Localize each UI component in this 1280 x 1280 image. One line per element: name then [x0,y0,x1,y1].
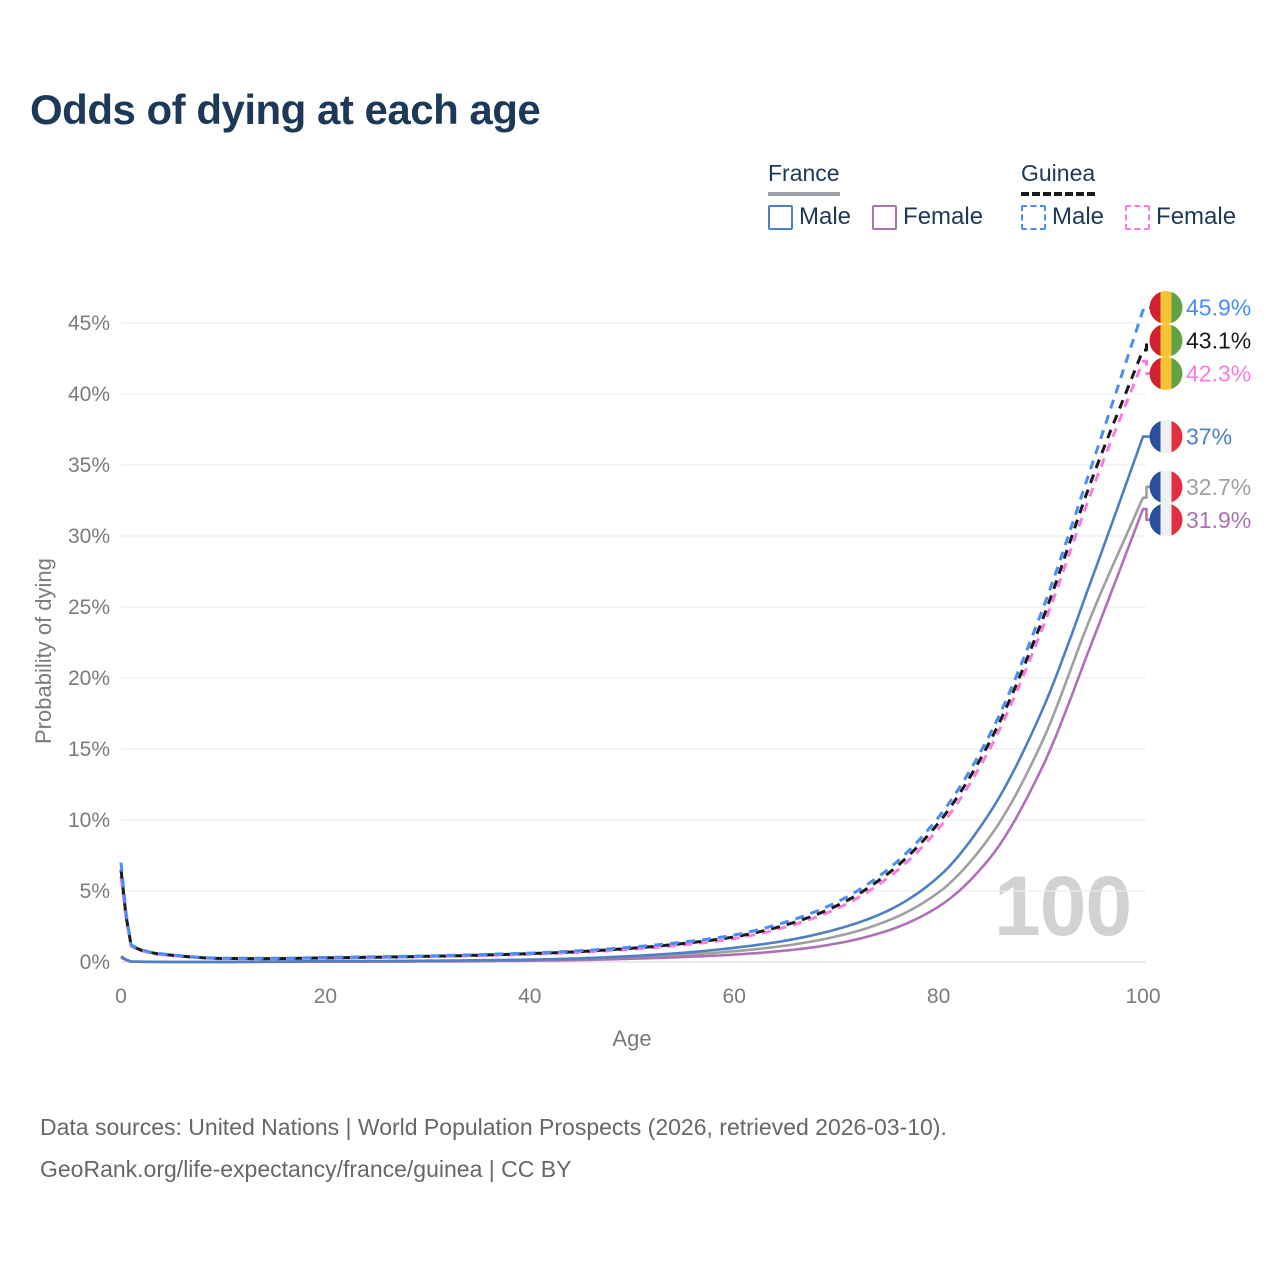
page-title: Odds of dying at each age [30,86,541,133]
x-tick-label: 100 [1125,985,1160,1008]
guinea-male-swatch-icon [1021,204,1046,230]
x-axis-title: Age [612,1026,652,1051]
legend-item-guinea-male[interactable]: Male [1021,203,1104,231]
guinea-female-swatch-icon [1125,204,1151,230]
flag-france-icon [1149,420,1183,454]
france-male-swatch-icon [768,204,793,230]
legend-group-guinea: Guinea Male Female [1021,160,1236,231]
end-value-label: 31.9% [1186,507,1251,533]
series-line-guinea-male [119,306,1150,960]
legend-item-guinea-female[interactable]: Female [1125,203,1236,231]
end-value-label: 37% [1186,424,1232,450]
attribution-line: GeoRank.org/life-expectancy/france/guine… [40,1156,572,1182]
legend-group-france: France Male Female [768,160,983,231]
flag-france-icon [1149,503,1183,537]
legend-item-label: Female [1156,203,1237,230]
y-tick-label: 25% [68,596,110,619]
legend-item-label: Female [903,203,984,230]
series-line-france-female [120,507,1150,964]
y-tick-label: 40% [68,383,110,406]
france-female-swatch-icon [872,204,898,230]
legend-item-label: Male [799,203,852,230]
y-tick-label: 0% [80,951,110,974]
flag-france-icon [1149,470,1183,504]
flag-guinea-icon [1149,291,1183,325]
end-value-label: 42.3% [1186,361,1251,387]
y-tick-label: 35% [68,454,110,477]
legend-item-france-male[interactable]: Male [768,203,851,231]
legend-group-title-guinea: Guinea [1021,160,1096,196]
legend-item-label: Male [1052,203,1105,230]
y-tick-label: 45% [68,312,110,335]
legend-group-title-france: France [768,160,840,196]
series-line-france-male [120,435,1150,964]
legend-item-france-female[interactable]: Female [872,203,983,231]
y-tick-label: 10% [68,809,110,832]
data-sources-line: Data sources: United Nations | World Pop… [40,1114,947,1140]
x-tick-label: 60 [723,985,746,1008]
footer: Data sources: United Nations | World Pop… [40,1106,947,1190]
x-tick-label: 20 [314,985,337,1008]
x-tick-label: 0 [115,985,127,1008]
end-value-label: 32.7% [1186,474,1251,500]
end-value-label: 43.1% [1186,328,1251,354]
y-tick-label: 30% [68,525,110,548]
x-tick-label: 80 [927,985,950,1008]
y-tick-label: 20% [68,667,110,690]
flag-guinea-icon [1149,357,1183,391]
flag-guinea-icon [1149,324,1183,358]
y-tick-label: 5% [80,880,110,903]
end-value-label: 45.9% [1186,295,1251,321]
y-tick-label: 15% [68,738,110,761]
series-line-guinea-female [119,359,1150,961]
series-line-guinea-both [119,339,1150,961]
x-tick-label: 40 [518,985,541,1008]
hover-age-watermark: 100 [994,859,1132,953]
